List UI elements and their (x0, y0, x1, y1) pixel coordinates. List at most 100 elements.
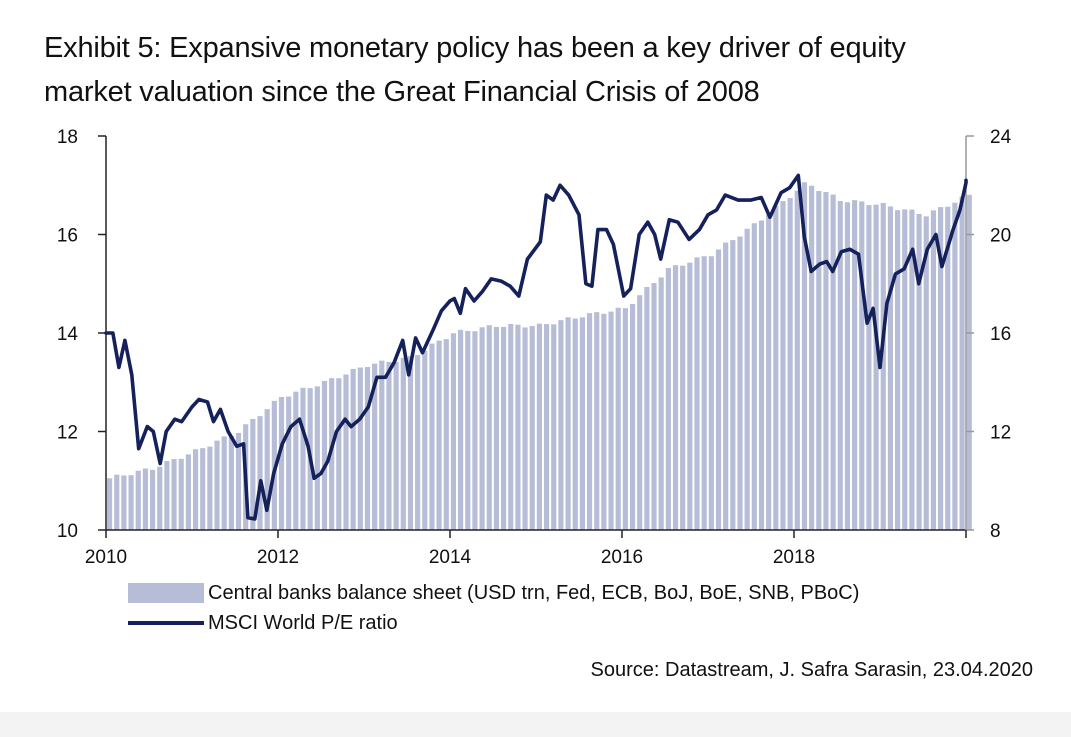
bar (400, 357, 406, 530)
legend-bars-swatch (128, 583, 204, 603)
y-left-tick-label: 10 (57, 521, 78, 542)
bar (393, 361, 399, 530)
y-right-tick-label: 20 (990, 226, 1011, 247)
bar (873, 204, 879, 530)
bar (135, 470, 141, 530)
bar-series (107, 182, 972, 531)
bar (257, 416, 263, 530)
bar (350, 368, 356, 530)
bar (157, 466, 163, 530)
bar (895, 210, 901, 530)
bar (422, 350, 428, 530)
bar (407, 356, 414, 530)
bar (887, 206, 894, 530)
bar (966, 194, 972, 531)
bottom-band (0, 712, 1071, 737)
bar (945, 206, 951, 531)
y-right-tick-label: 16 (990, 324, 1011, 345)
bar (114, 474, 120, 530)
bar (787, 198, 793, 530)
x-tick-label: 2018 (773, 547, 815, 568)
bar (508, 324, 514, 530)
y-left-tick-label: 14 (57, 324, 79, 345)
y-right-tick-label: 12 (990, 423, 1011, 444)
bar (586, 313, 593, 530)
legend-item-line: MSCI World P/E ratio (128, 608, 859, 638)
bar (250, 419, 256, 530)
x-tick-label: 2014 (429, 547, 472, 568)
bar (923, 216, 929, 531)
line-series (104, 173, 968, 521)
bar (465, 330, 471, 530)
bar (672, 265, 679, 530)
bar (379, 360, 385, 530)
bar (551, 324, 557, 530)
legend-line-label: MSCI World P/E ratio (208, 611, 398, 634)
bar (880, 202, 886, 531)
bar (852, 200, 858, 530)
bar (823, 192, 829, 530)
bar (515, 324, 521, 530)
bar (321, 380, 328, 530)
bar (816, 191, 822, 530)
bar (830, 194, 836, 531)
y-left-tick-label: 18 (57, 127, 78, 148)
bar (715, 249, 722, 530)
bar (214, 440, 220, 530)
bar (687, 262, 693, 530)
bar (622, 308, 628, 530)
bar (436, 340, 442, 530)
bar (293, 391, 299, 530)
bar (450, 333, 457, 530)
bar (493, 326, 500, 530)
x-tick-label: 2010 (85, 547, 127, 568)
bar (644, 286, 650, 530)
bar (200, 448, 206, 530)
bar (773, 205, 779, 530)
bar (758, 220, 765, 530)
bar (458, 329, 464, 530)
bar (651, 283, 657, 530)
bar (486, 325, 492, 530)
bar (637, 295, 643, 530)
bar (801, 182, 808, 531)
source-note: Source: Datastream, J. Safra Sarasin, 23… (590, 659, 1033, 681)
bar (107, 478, 113, 530)
bar (730, 240, 736, 530)
bar (615, 307, 621, 530)
bar (235, 432, 242, 530)
bar (608, 311, 614, 530)
bar (372, 363, 378, 530)
bar (780, 201, 786, 530)
bar (737, 236, 743, 530)
bar (766, 214, 772, 531)
bar (859, 201, 865, 530)
bar (472, 331, 478, 530)
y-right-tick-label: 8 (990, 521, 1001, 542)
bar (300, 387, 306, 530)
bar (536, 323, 542, 530)
bar (543, 324, 550, 530)
bar (121, 475, 127, 530)
bar (601, 313, 607, 530)
bar (959, 196, 965, 530)
bar (529, 326, 535, 530)
bar (192, 449, 199, 530)
bar (658, 277, 664, 530)
bar (336, 378, 342, 530)
pe-ratio-line (104, 173, 968, 521)
bar (357, 367, 363, 530)
bar (565, 317, 571, 530)
bar (594, 312, 600, 530)
bar (128, 475, 134, 530)
bar (844, 202, 851, 530)
y-left-tick-label: 12 (57, 423, 78, 444)
bar (364, 367, 371, 530)
bar (751, 223, 757, 531)
bar (938, 207, 944, 530)
bar (164, 461, 170, 530)
bar (343, 374, 349, 530)
bar (809, 185, 815, 530)
